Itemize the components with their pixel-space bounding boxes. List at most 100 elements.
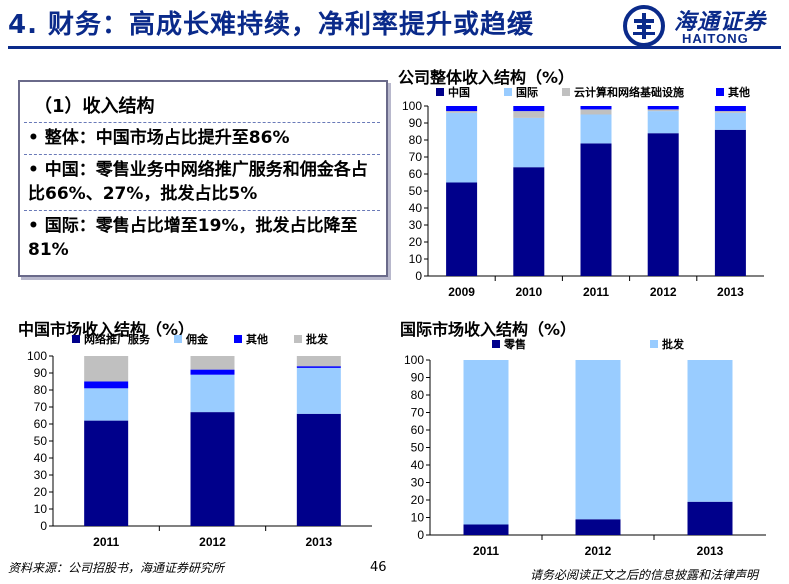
bar-segment [84,381,129,389]
y-tick-label: 30 [409,218,423,232]
bar-segment [647,109,679,112]
bar-segment [714,112,746,130]
source-note: 资料来源：公司招股书，海通证券研究所 [8,561,225,575]
y-tick-label: 80 [411,388,425,402]
bar-segment [647,111,679,134]
x-tick-label: 2013 [717,285,744,299]
summary-item-overall: • 整体：中国市场占比提升至86% [28,128,290,148]
x-tick-label: 2009 [448,285,475,299]
legend-swatch [562,88,570,96]
y-tick-label: 90 [409,116,423,130]
bar-segment [513,111,545,118]
title-divider [8,46,781,49]
y-tick-label: 100 [402,99,422,113]
y-tick-label: 10 [411,511,425,525]
y-tick-label: 80 [34,383,48,397]
y-tick-label: 70 [411,406,425,420]
chart-overall: 0 10 20 30 40 50 60 70 80 90 100 2009 2010 2011 2012 20… [402,85,764,299]
y-tick-label: 90 [411,371,425,385]
legend-label: 佣金 [185,332,209,346]
y-tick-label: 60 [411,423,425,437]
bar-segment [84,356,129,382]
y-tick-label: 100 [27,349,47,363]
y-tick-label: 70 [34,400,48,414]
bar-segment [190,356,235,370]
bar-segment [687,360,733,502]
bar-segment [513,167,545,276]
x-tick-label: 2010 [515,285,542,299]
chart-title-intl: 国际市场收入结构（%） [400,320,577,339]
y-tick-label: 50 [411,441,425,455]
bar-segment [580,106,612,110]
y-tick-label: 20 [409,235,423,249]
legend-label: 其他 [728,85,750,99]
bar-segment [575,360,621,520]
bar-segment [463,360,509,525]
summary-item-china: • 中国：零售业务中网络推广服务和佣金各占比66%、27%，批发占比5% [28,160,368,204]
legend-label: 零售 [503,337,526,351]
summary-heading: （1）收入结构 [34,96,155,117]
x-tick-label: 2012 [199,535,226,549]
bar-segment [580,143,612,276]
y-tick-label: 20 [411,493,425,507]
legend-label: 国际 [516,85,538,99]
legend-swatch [436,88,444,96]
legend-swatch [234,335,242,343]
y-tick-label: 20 [34,485,48,499]
bar-segment [190,412,235,526]
bar-segment [296,367,341,414]
bar-segment [190,374,235,413]
bar-segment [647,133,679,276]
legend-swatch [72,335,80,343]
bar-segment [446,112,478,183]
bar-segment [446,111,478,113]
y-tick-label: 90 [34,366,48,380]
x-tick-label: 2013 [697,544,724,558]
bar-segment [580,114,612,144]
legend-swatch [650,340,658,348]
legend-label: 网络推广服务 [84,332,151,346]
chart-title-overall: 公司整体收入结构（%） [398,68,575,87]
bar-segment [714,129,746,276]
chart-china: 0 10 20 30 40 50 60 70 80 90 100 2011 2012 2013 网络推广服务… [27,332,372,549]
legend-label: 批发 [306,332,329,346]
x-tick-label: 2012 [650,285,677,299]
bar-segment [687,501,733,535]
summary-divider [24,154,380,155]
logo-text-cn: 海通证券 [674,9,767,35]
legend-swatch [174,335,182,343]
bar-segment [513,117,545,168]
legend-label: 其他 [246,332,268,346]
x-tick-label: 2012 [585,544,612,558]
bar-segment [647,106,679,110]
summary-divider [24,210,380,211]
legend-label: 批发 [662,337,685,351]
y-tick-label: 40 [34,451,48,465]
bar-segment [446,182,478,276]
legend-swatch [294,335,302,343]
summary-box: （1）收入结构 • 整体：中国市场占比提升至86% • 中国：零售业务中网络推广… [18,80,388,277]
legend-label: 云计算和网络基础设施 [574,85,684,99]
y-tick-label: 100 [404,353,424,367]
company-logo: 海通证券 HAITONG [622,4,782,48]
bar-segment [714,106,746,112]
summary-divider [24,122,380,123]
bar-segment [446,106,478,112]
bar-segment [190,369,235,375]
legend-swatch [716,88,724,96]
x-tick-label: 2011 [583,285,609,299]
y-tick-label: 60 [409,167,423,181]
page-title: 4. 财务：高成长难持续，净利率提升或趋缓 [8,10,535,40]
bar-segment [296,413,341,526]
bar-segment [463,524,509,535]
bar-segment [84,388,129,421]
chart-title-china: 中国市场收入结构（%） [18,320,195,339]
bar-segment [296,356,341,367]
legend-label: 中国 [448,85,470,99]
page-number: 46 [370,560,387,575]
bar-segment [84,420,129,526]
y-tick-label: 10 [34,502,48,516]
y-tick-label: 50 [409,184,423,198]
logo-text-en: HAITONG [682,31,749,46]
y-tick-label: 10 [409,252,423,266]
